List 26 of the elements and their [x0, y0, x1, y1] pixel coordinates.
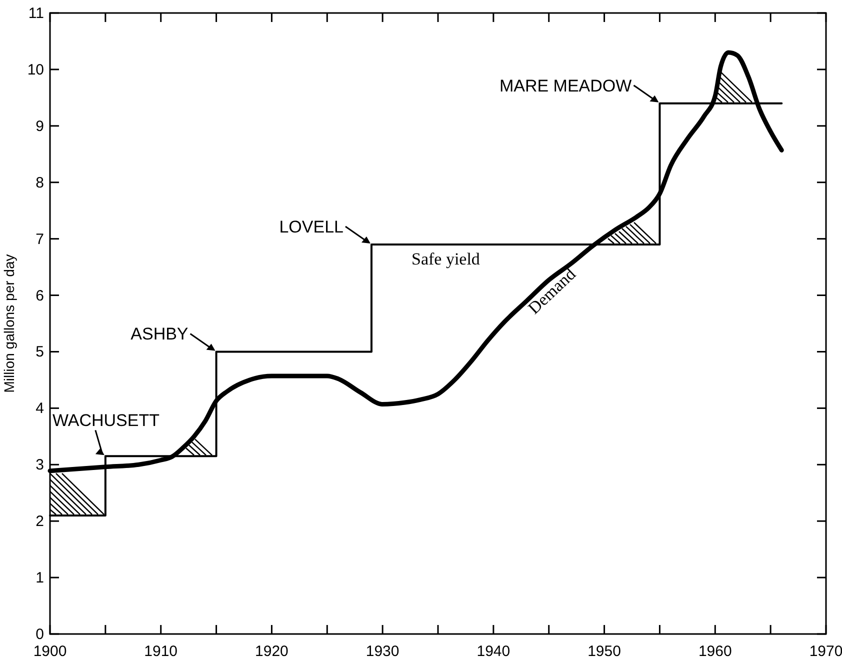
- x-tick-label: 1970: [809, 643, 842, 660]
- y-tick-label: 9: [36, 118, 44, 135]
- y-tick-label: 11: [28, 5, 44, 22]
- y-axis-title: Million gallons per day: [1, 254, 17, 393]
- series-label: Safe yield: [411, 249, 480, 268]
- x-tick-label: 1920: [255, 643, 288, 660]
- y-tick-label: 7: [36, 230, 44, 248]
- y-tick-label: 6: [36, 287, 44, 304]
- x-tick-label: 1940: [476, 643, 510, 660]
- annotation: ASHBY: [130, 324, 188, 344]
- y-tick-label: 8: [36, 174, 44, 192]
- x-tick-label: 1930: [366, 643, 400, 660]
- y-tick-label: 4: [36, 400, 44, 418]
- y-tick-label: 1: [36, 570, 44, 587]
- y-tick-label: 0: [36, 626, 44, 643]
- x-tick-label: 1900: [33, 643, 67, 660]
- x-tick-label: 1960: [698, 643, 732, 660]
- y-tick-label: 5: [36, 344, 44, 361]
- y-tick-label: 2: [36, 513, 44, 530]
- y-tick-label: 10: [27, 61, 44, 78]
- annotation: WACHUSETT: [52, 411, 160, 430]
- annotation: MARE MEADOW: [499, 76, 632, 96]
- y-tick-label: 3: [36, 456, 44, 474]
- x-tick-label: 1910: [144, 643, 178, 660]
- x-tick-label: 1950: [588, 643, 621, 660]
- annotation: LOVELL: [279, 217, 344, 236]
